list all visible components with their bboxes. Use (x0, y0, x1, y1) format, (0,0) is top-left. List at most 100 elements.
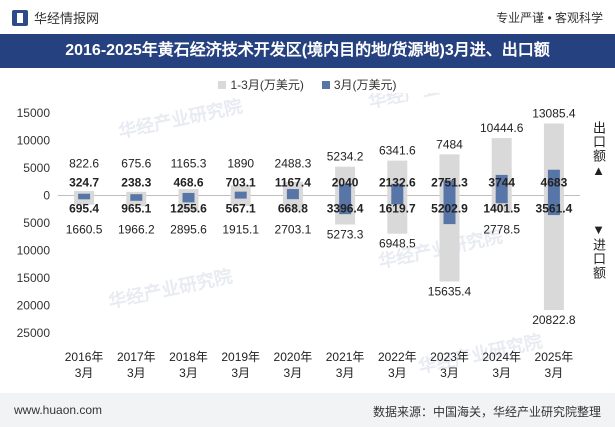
x-tick-label: 2025年 (535, 350, 574, 364)
x-tick-label: 3月 (336, 366, 355, 380)
x-tick-label: 3月 (284, 366, 303, 380)
data-label-export-cumulative: 6341.6 (379, 144, 416, 158)
x-tick-label: 3月 (127, 366, 146, 380)
watermark-text: 华经产业研究院 (116, 95, 244, 142)
legend-item-cumulative[interactable]: 1-3月(万美元) (218, 76, 304, 93)
bar-export-monthly (547, 169, 560, 196)
brand-name: 华经情报网 (34, 11, 100, 26)
data-label-export-cumulative: 7484 (436, 137, 463, 151)
bar-import-cumulative (126, 195, 147, 207)
bar-export-monthly (391, 183, 404, 196)
y-tick-label: 15000 (17, 106, 51, 120)
bar-import-monthly (286, 195, 299, 200)
legend-swatch-monthly (321, 80, 330, 89)
legend: 1-3月(万美元) 3月(万美元) (0, 76, 615, 93)
x-tick-label: 2024年 (482, 350, 521, 364)
data-label-import-cumulative: 1915.1 (222, 223, 259, 237)
data-label-import-cumulative: 1660.5 (66, 223, 103, 237)
footer-url[interactable]: www.huaon.com (14, 403, 103, 417)
export-axis-label: 出口额▲ (591, 121, 606, 179)
bar-import-cumulative (230, 195, 251, 207)
bar-import-monthly (182, 195, 195, 203)
bar-import-monthly (78, 195, 91, 200)
bar-export-cumulative (74, 190, 95, 196)
data-label-export-monthly: 3744 (488, 176, 515, 190)
bar-export-monthly (78, 193, 91, 196)
brand[interactable]: 华经情报网 (12, 8, 99, 27)
data-label-export-cumulative: 1165.3 (171, 157, 207, 171)
y-tick-label: 10000 (17, 244, 51, 258)
bar-import-monthly (130, 195, 143, 201)
top-bar: 华经情报网 专业严谨 • 客观科学 (0, 0, 615, 34)
bar-export-monthly (339, 184, 352, 196)
brand-logo-icon (12, 9, 28, 26)
bar-import-monthly (547, 195, 560, 216)
x-tick-label: 3月 (75, 366, 94, 380)
chart-title: 2016-2025年黄石经济技术开发区(境内目的地/货源地)3月进、出口额 (0, 34, 615, 68)
y-tick-label: 10000 (17, 134, 51, 148)
bar-export-monthly (234, 191, 247, 196)
data-label-import-monthly: 567.1 (226, 202, 256, 216)
bar-import-monthly (234, 195, 247, 199)
data-label-import-cumulative: 1966.2 (118, 223, 155, 237)
bar-import-monthly (339, 195, 352, 215)
data-label-import-cumulative: 2703.1 (275, 223, 312, 237)
bar-import-monthly (443, 195, 456, 225)
data-label-import-monthly: 5202.9 (431, 202, 468, 216)
data-label-import-cumulative: 5273.3 (327, 228, 364, 242)
data-label-import-cumulative: 20822.8 (532, 313, 576, 327)
bar-import-monthly (391, 195, 404, 205)
x-tick-label: 2016年 (65, 350, 104, 364)
data-label-import-cumulative: 6948.5 (379, 237, 416, 251)
chart-area: 华经产业研究院华经产业研究院华经产业研究院华经产业研究院华经产业研究院 1500… (17, 93, 580, 380)
y-tick-label: 20000 (17, 299, 51, 313)
bar-export-cumulative (230, 185, 251, 196)
x-tick-label: 2018年 (169, 350, 208, 364)
data-label-export-monthly: 2751.3 (431, 176, 468, 190)
legend-item-monthly[interactable]: 3月(万美元) (321, 76, 397, 93)
x-tick-label: 2021年 (326, 350, 365, 364)
bar-export-monthly (130, 194, 143, 196)
data-label-import-monthly: 3561.4 (536, 202, 573, 216)
data-label-import-monthly: 668.8 (278, 202, 308, 216)
data-label-export-monthly: 703.1 (226, 176, 256, 190)
data-label-export-cumulative: 10444.6 (480, 121, 524, 135)
y-tick-label: 5000 (23, 216, 50, 230)
y-tick-label: 0 (43, 189, 50, 203)
legend-label-cumulative: 1-3月(万美元) (230, 78, 304, 92)
data-label-export-cumulative: 1890 (227, 157, 254, 171)
data-label-import-monthly: 965.1 (121, 202, 151, 216)
x-tick-label: 3月 (388, 366, 407, 380)
data-label-import-cumulative: 2778.5 (483, 223, 520, 237)
x-tick-label: 3月 (179, 366, 198, 380)
bar-import-cumulative (387, 195, 408, 234)
import-axis-label: ▼进口额 (591, 222, 606, 280)
data-label-export-cumulative: 822.6 (69, 157, 99, 171)
data-label-export-monthly: 238.3 (121, 176, 151, 190)
data-label-import-monthly: 3396.4 (327, 202, 364, 216)
bar-import-cumulative (543, 195, 564, 311)
x-tick-label: 3月 (440, 366, 459, 380)
footer-source: 数据来源：中国海关，华经产业研究院整理 (372, 405, 601, 419)
bar-import-cumulative (282, 195, 303, 211)
tagline: 专业严谨 • 客观科学 (496, 11, 603, 25)
bar-import-monthly (495, 195, 508, 204)
data-label-import-cumulative: 2895.6 (170, 223, 207, 237)
legend-label-monthly: 3月(万美元) (333, 78, 397, 92)
x-tick-label: 3月 (231, 366, 250, 380)
x-tick-label: 2019年 (221, 350, 260, 364)
x-tick-label: 2023年 (430, 350, 469, 364)
x-tick-label: 2017年 (117, 350, 156, 364)
y-tick-label: 15000 (17, 271, 51, 285)
data-label-import-monthly: 1401.5 (483, 202, 520, 216)
data-label-export-cumulative: 2488.3 (275, 157, 312, 171)
data-label-import-monthly: 695.4 (69, 202, 99, 216)
data-label-export-monthly: 2040 (332, 176, 359, 190)
x-tick-label: 3月 (492, 366, 511, 380)
data-label-export-monthly: 468.6 (173, 176, 203, 190)
bar-export-monthly (443, 180, 456, 196)
watermark-text: 华经产业研究院 (106, 265, 234, 312)
data-label-import-monthly: 1619.7 (379, 202, 416, 216)
data-label-import-monthly: 1255.6 (170, 202, 207, 216)
bar-export-monthly (182, 192, 195, 196)
